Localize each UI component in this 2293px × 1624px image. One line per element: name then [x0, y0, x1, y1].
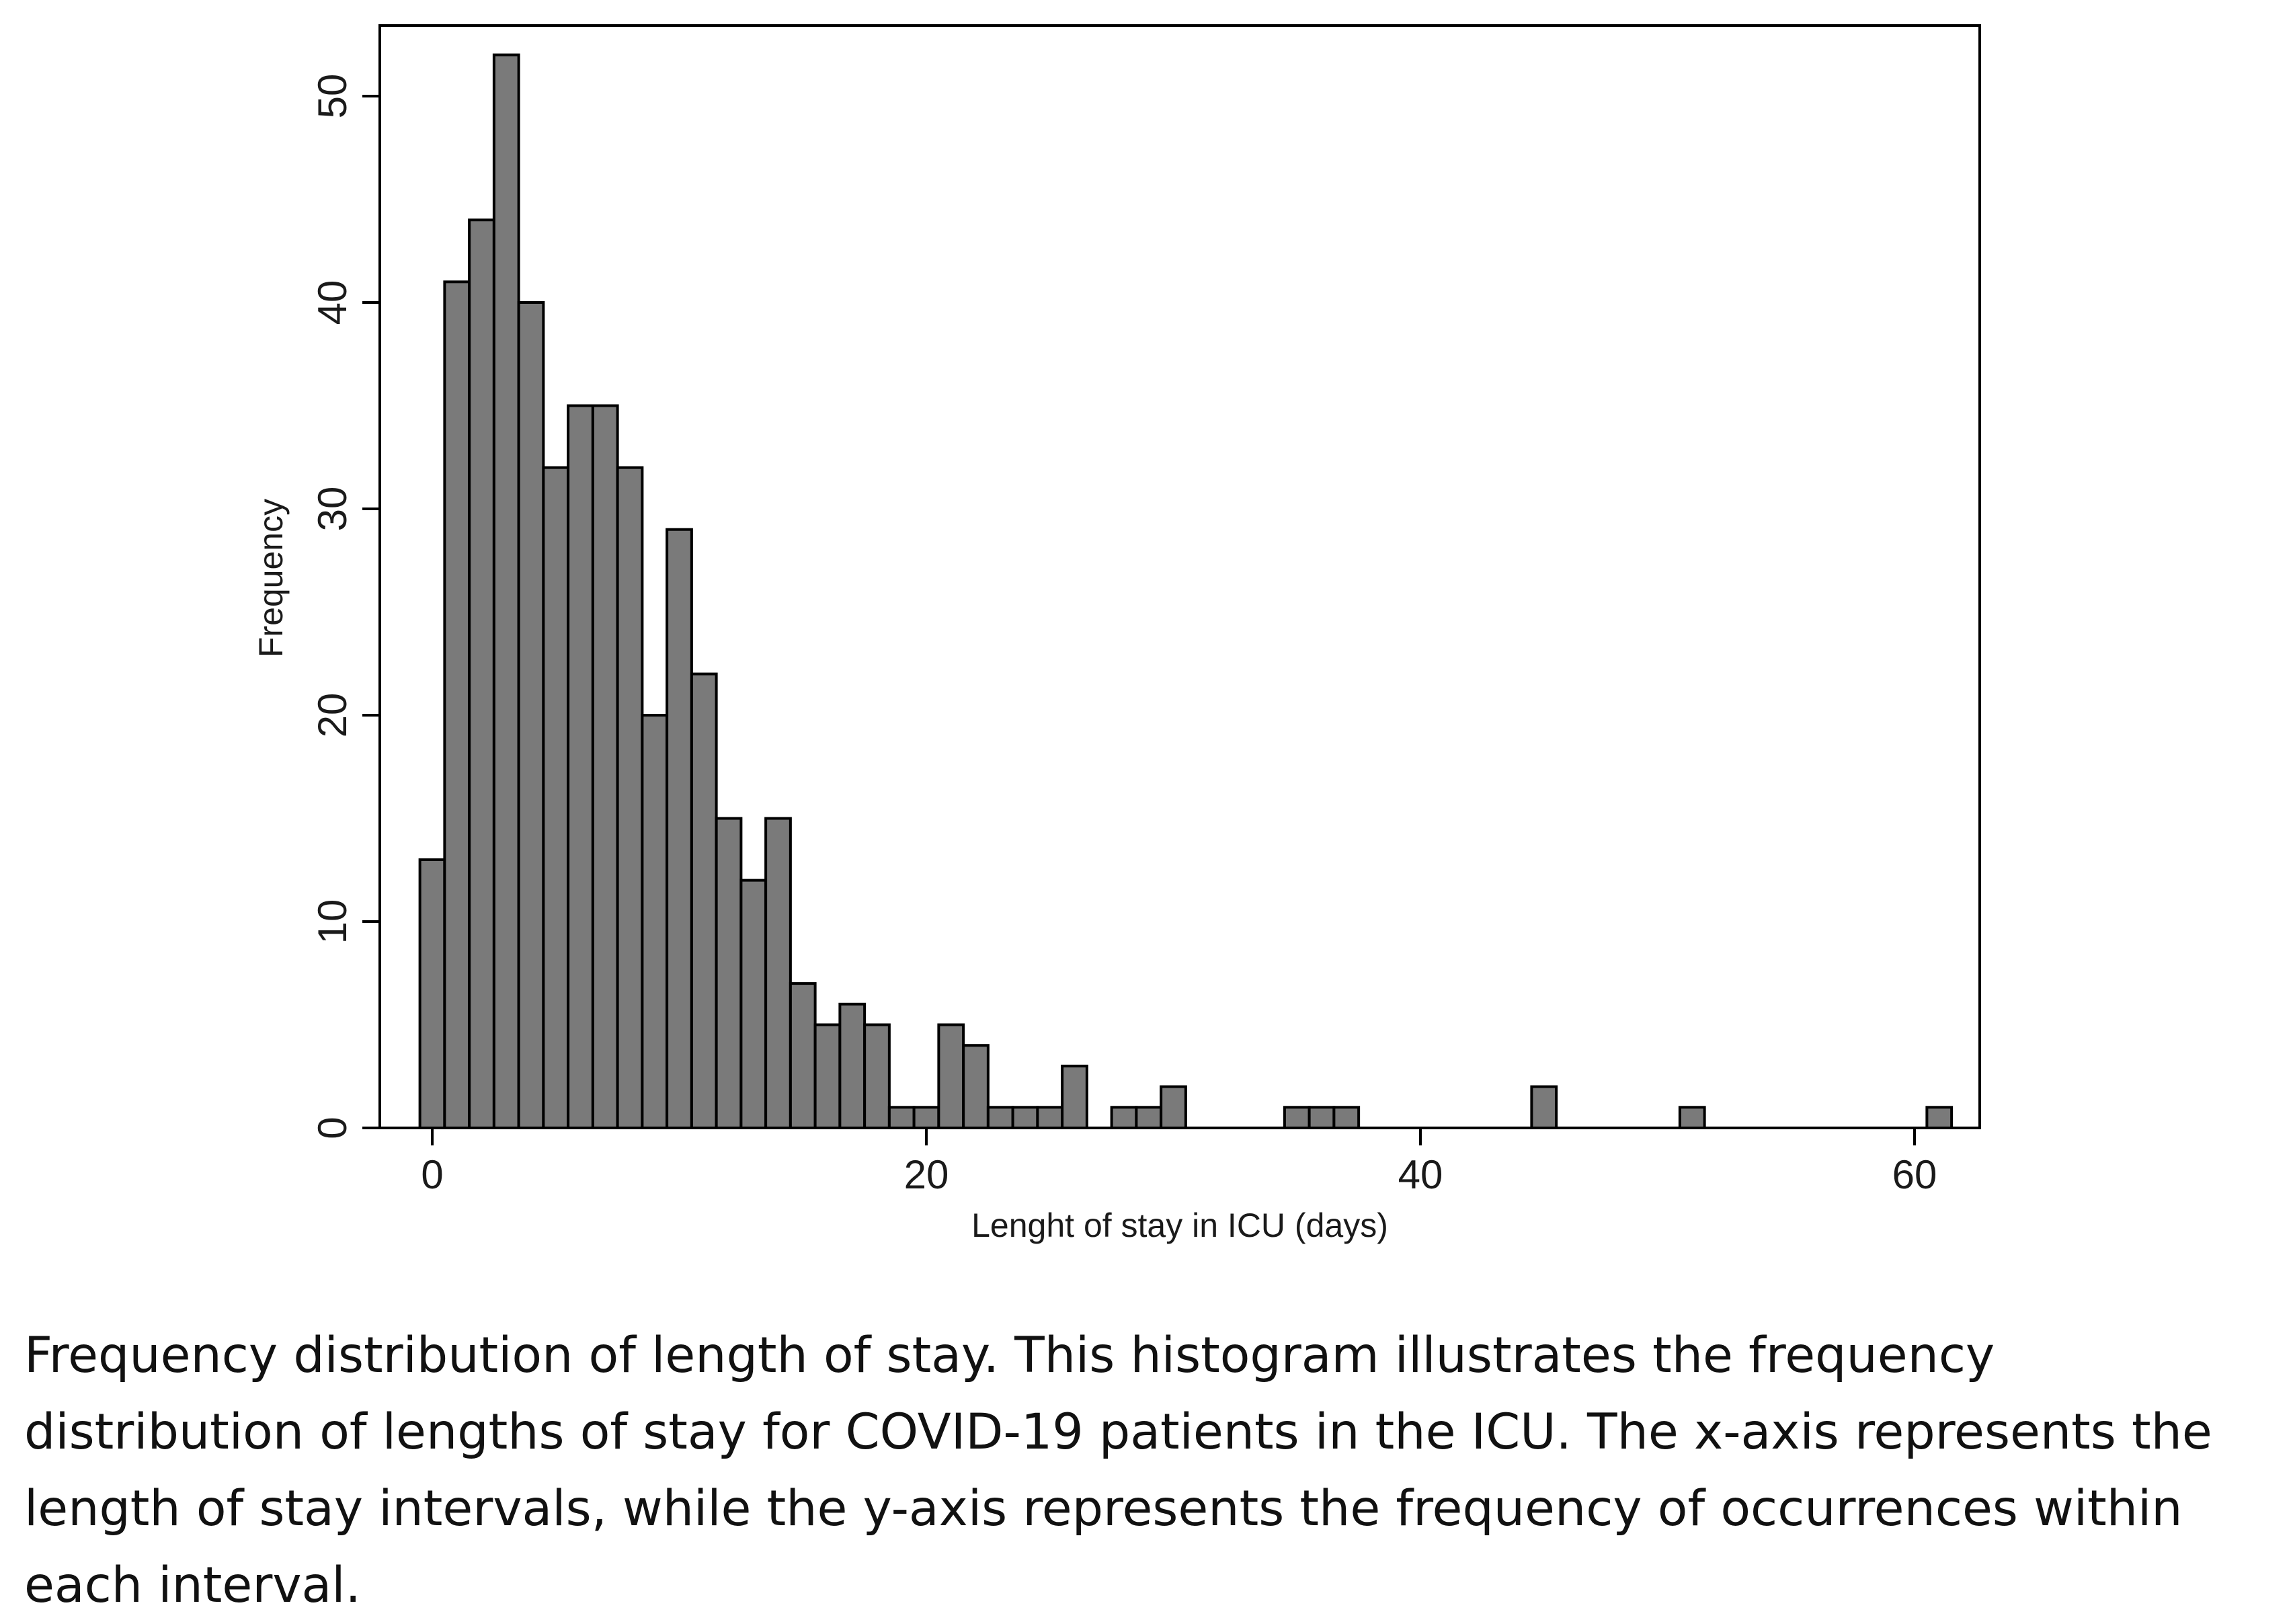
histogram-bar-28	[1135, 1106, 1163, 1130]
y-tick-label-30: 30	[310, 487, 355, 532]
x-tick-label-60: 60	[1892, 1152, 1937, 1197]
histogram-bar-16	[813, 1023, 842, 1129]
y-tick-label-0: 0	[310, 1116, 355, 1139]
x-tick-label-40: 40	[1398, 1152, 1443, 1197]
histogram-bar-4	[517, 301, 545, 1129]
histogram-bar-2	[468, 218, 495, 1130]
histogram-bar-22	[962, 1044, 990, 1129]
histogram-bar-3	[492, 53, 520, 1130]
histogram-bar-7	[591, 404, 619, 1129]
histogram-bar-33	[1530, 1085, 1558, 1129]
ticks-layer: 0 20 40 60 0 10 20 30 40 50	[310, 74, 1937, 1197]
y-tick-label-20: 20	[310, 693, 355, 738]
histogram-bar-12	[715, 817, 743, 1129]
histogram-bar-5	[542, 466, 570, 1129]
x-axis-title: Lenght of stay in ICU (days)	[971, 1207, 1388, 1244]
histogram-bar-13	[739, 879, 768, 1129]
histogram-bar-15	[789, 982, 817, 1129]
histogram-chart: 0 20 40 60 0 10 20 30 40 50 Lenght of stay in ICU…	[252, 24, 1981, 1244]
histogram-bar-14	[764, 817, 792, 1129]
histogram-bar-31	[1308, 1106, 1336, 1130]
histogram-bar-30	[1283, 1106, 1311, 1130]
histogram-bar-24	[1011, 1106, 1039, 1130]
histogram-bar-34	[1678, 1106, 1706, 1130]
histogram-bar-19	[887, 1106, 916, 1130]
x-tick-label-0: 0	[421, 1152, 443, 1197]
histogram-bar-10	[666, 528, 693, 1129]
y-tick-label-50: 50	[310, 74, 355, 119]
histogram-bar-23	[986, 1106, 1014, 1130]
y-tick-label-40: 40	[310, 280, 355, 325]
histogram-bar-1	[443, 280, 471, 1129]
histogram-bar-25	[1036, 1106, 1064, 1130]
y-axis-title: Frequency	[252, 499, 290, 657]
figure-caption: Frequency distribution of length of stay…	[24, 1327, 2212, 1614]
bars-layer	[418, 53, 1954, 1130]
histogram-bar-32	[1332, 1106, 1361, 1130]
histogram-bar-29	[1160, 1085, 1187, 1129]
histogram-bar-9	[641, 714, 669, 1129]
histogram-bar-0	[418, 858, 446, 1130]
histogram-bar-21	[937, 1023, 965, 1129]
y-tick-label-10: 10	[310, 899, 355, 944]
histogram-bar-18	[863, 1023, 891, 1129]
histogram-bar-11	[690, 672, 718, 1129]
histogram-bar-26	[1061, 1064, 1088, 1130]
x-tick-label-20: 20	[904, 1152, 949, 1197]
histogram-bar-6	[567, 404, 594, 1129]
histogram-bar-35	[1925, 1106, 1954, 1130]
histogram-bar-17	[838, 1002, 867, 1130]
histogram-bar-20	[912, 1106, 940, 1130]
histogram-bar-27	[1110, 1106, 1138, 1130]
histogram-bar-8	[616, 466, 644, 1129]
